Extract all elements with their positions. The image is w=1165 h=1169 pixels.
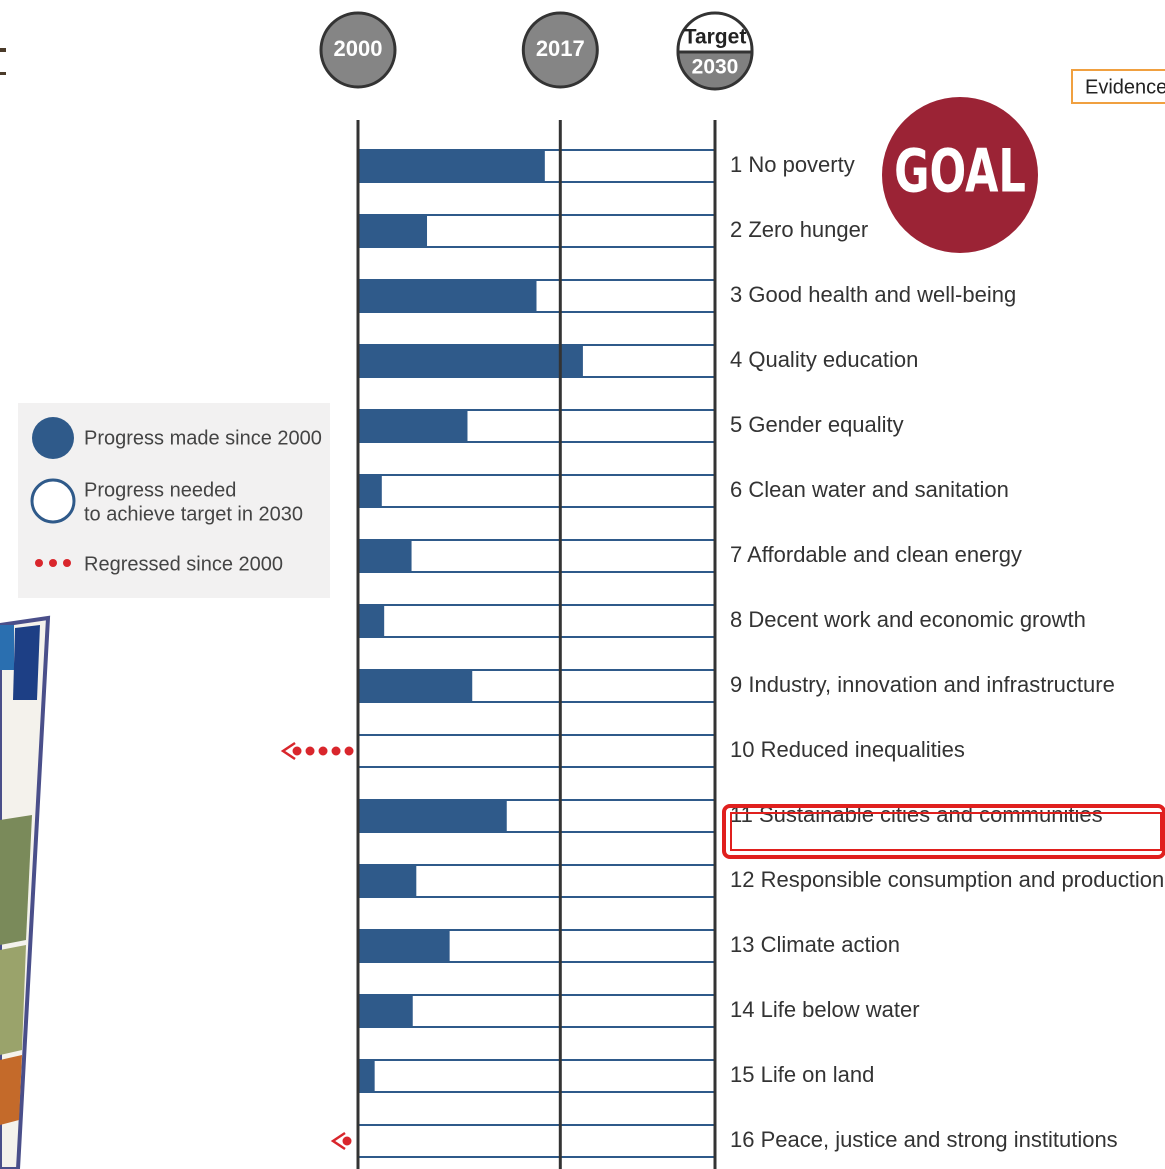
category-label: 13 Climate action [730, 932, 900, 957]
bar [358, 865, 416, 897]
category-label: 2 Zero hunger [730, 217, 868, 242]
screen: Evidence GOAL Progress made since 2000 P… [0, 0, 1165, 1169]
legend-label: Progress made since 2000 [84, 427, 322, 449]
category-label: 1 No poverty [730, 152, 855, 177]
x-tick-label: 2000 [334, 36, 383, 61]
category-label: 4 Quality education [730, 347, 918, 372]
category-label: 15 Life on land [730, 1062, 874, 1087]
legend-swatch [32, 480, 74, 522]
bar [358, 475, 382, 507]
category-label: 6 Clean water and sanitation [730, 477, 1009, 502]
target-label: Target [684, 26, 747, 49]
legend: Progress made since 2000 Progress needed… [18, 403, 330, 598]
bar [358, 995, 413, 1027]
row-track [358, 735, 715, 767]
legend-label: Progress needed [84, 479, 236, 501]
bar [358, 1060, 375, 1092]
legend-swatch [49, 559, 57, 567]
x-tick-label: 2030 [692, 56, 739, 79]
legend-swatch [35, 559, 43, 567]
evidence-button-label[interactable]: Evidence [1085, 76, 1165, 98]
category-label: 5 Gender equality [730, 412, 904, 437]
bar [358, 345, 583, 377]
row-track [358, 475, 715, 507]
goal-badge-label: GOAL [894, 137, 1026, 207]
bar [358, 150, 545, 182]
row-track [358, 605, 715, 637]
x-tick-label: 2017 [536, 36, 585, 61]
edge-mark [0, 72, 6, 75]
category-label: 3 Good health and well-being [730, 282, 1016, 307]
edge-mark [0, 48, 6, 52]
page: Evidence GOAL Progress made since 2000 P… [0, 0, 1165, 1169]
bar [358, 215, 427, 247]
row-track [358, 1060, 715, 1092]
bar [358, 280, 537, 312]
category-label: 10 Reduced inequalities [730, 737, 965, 762]
brochure [0, 618, 48, 1169]
bar [358, 540, 412, 572]
category-label: 14 Life below water [730, 997, 920, 1022]
category-label: 9 Industry, innovation and infrastructur… [730, 672, 1115, 697]
category-label: 8 Decent work and economic growth [730, 607, 1086, 632]
row-track [358, 1125, 715, 1157]
bar [358, 410, 467, 442]
category-label: 16 Peace, justice and strong institution… [730, 1127, 1118, 1152]
category-label: 7 Affordable and clean energy [730, 542, 1022, 567]
legend-label: Regressed since 2000 [84, 553, 283, 575]
bar [358, 930, 450, 962]
legend-swatch [32, 417, 74, 459]
legend-label: to achieve target in 2030 [84, 503, 303, 525]
category-label: 12 Responsible consumption and productio… [730, 867, 1164, 892]
bar [358, 670, 472, 702]
legend-swatch [63, 559, 71, 567]
bar [358, 800, 507, 832]
bar [358, 605, 384, 637]
